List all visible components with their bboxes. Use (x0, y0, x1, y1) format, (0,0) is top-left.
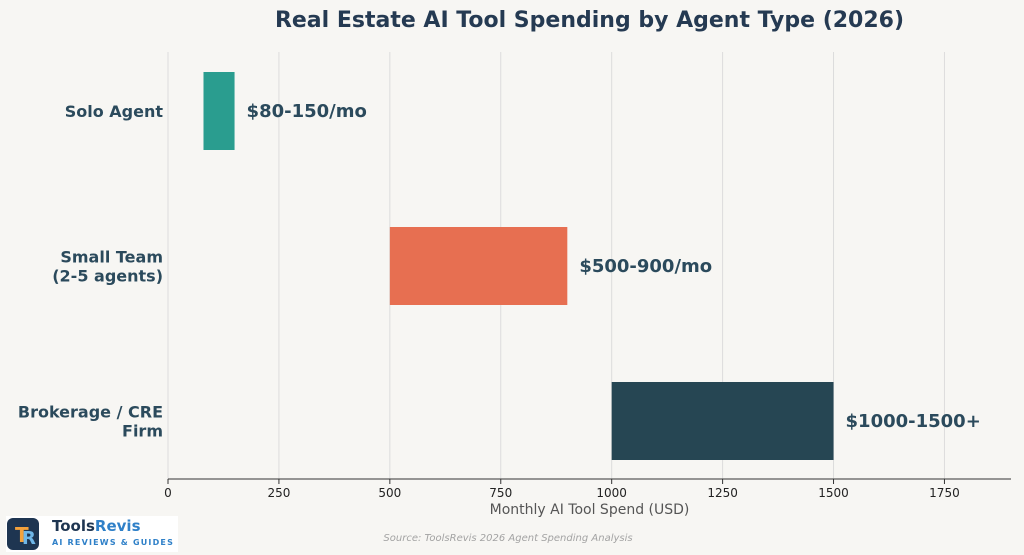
range-bar (389, 227, 568, 305)
x-tick-label: 250 (267, 486, 290, 500)
x-tick-label: 1000 (596, 486, 627, 500)
bar-value-label: $80-150/mo (247, 101, 367, 122)
svg-text:T: T (15, 523, 29, 547)
x-axis-label: Monthly AI Tool Spend (USD) (489, 502, 690, 518)
category-label-line: Solo Agent (65, 102, 164, 121)
category-label-line: Firm (122, 422, 163, 441)
category-label-line: Small Team (60, 248, 163, 267)
brand-logo: T R ToolsRevis AI REVIEWS & GUIDES (6, 516, 178, 552)
x-tick-label: 1250 (707, 486, 738, 500)
category-label: Brokerage / CRE Firm (18, 403, 163, 441)
logo-name-part1: Tools (52, 517, 95, 535)
logo-name-part2: Revis (94, 517, 141, 535)
category-label-line: Brokerage / CRE (18, 403, 163, 422)
svg-text:R: R (22, 528, 36, 549)
x-tick-label: 750 (489, 486, 512, 500)
category-label: Small Team (2-5 agents) (52, 248, 163, 286)
category-label: Solo Agent (65, 102, 164, 121)
chart-title: Real Estate AI Tool Spending by Agent Ty… (274, 8, 905, 33)
logo-name: ToolsRevis (52, 517, 141, 535)
x-tick-label: 1500 (818, 486, 849, 500)
x-tick-label: 500 (378, 486, 401, 500)
x-tick-label: 1750 (929, 486, 960, 500)
logo-mark-icon: T R (7, 518, 39, 550)
range-bar (611, 382, 834, 460)
logo-tagline: AI REVIEWS & GUIDES (52, 538, 175, 547)
source-note: Source: ToolsRevis 2026 Agent Spending A… (383, 533, 633, 544)
category-label-line: (2-5 agents) (52, 267, 163, 286)
x-tick-label: 0 (164, 486, 172, 500)
range-bar (203, 72, 235, 150)
bar-value-label: $1000-1500+ (846, 411, 981, 432)
bar-value-label: $500-900/mo (579, 256, 712, 277)
